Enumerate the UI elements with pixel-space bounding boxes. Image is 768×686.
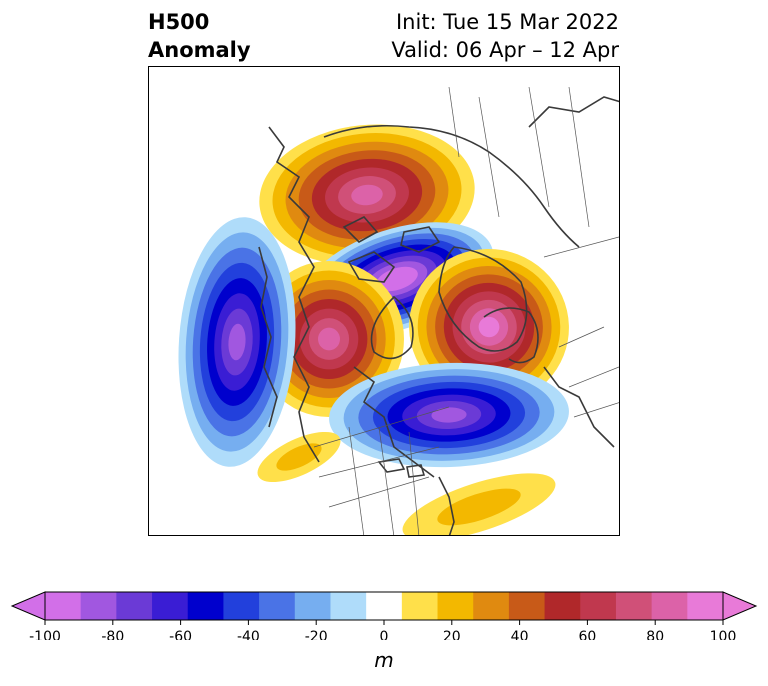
political-borders: [313, 86, 619, 535]
colorbar-tick-label: 40: [511, 629, 529, 640]
colorbar-segment: [80, 592, 117, 620]
colorbar-ticks: -100 -80 -60 -40 -20 0 20 40 60 80 100: [29, 620, 736, 640]
colorbar-segment: [223, 592, 260, 620]
colorbar-segment: [116, 592, 153, 620]
anomaly-contour-fill: [228, 323, 246, 361]
colorbar-tick-label: 100: [710, 629, 737, 640]
anomaly-center-negative: [329, 362, 569, 468]
title-variable: H500: [148, 10, 210, 34]
colorbar-tick-label: -60: [169, 629, 192, 640]
colorbar-segment: [187, 592, 224, 620]
map-title-right: Init: Tue 15 Mar 2022 Valid: 06 Apr – 12…: [391, 8, 619, 64]
colorbar-segment: [687, 592, 724, 620]
colorbar-segment: [152, 592, 189, 620]
colorbar-segment: [45, 592, 82, 620]
colorbar-segment: [330, 592, 367, 620]
colorbar-units-label: m: [374, 648, 394, 672]
map-title-left: H500 Anomaly: [148, 8, 251, 64]
colorbar-segment: [366, 592, 403, 620]
colorbar-segment: [615, 592, 653, 620]
colorbar-tick-label: 20: [443, 629, 461, 640]
colorbar-segment: [580, 592, 617, 620]
anomaly-contour-fill: [385, 272, 409, 286]
anomaly-contour-fill: [478, 316, 500, 338]
map-panel: [148, 66, 620, 536]
anomaly-contour-fill: [276, 443, 322, 471]
colorbar-segment: [294, 592, 331, 620]
colorbar-segment: [508, 592, 546, 620]
anomaly-center-negative: [178, 217, 296, 467]
anomaly-field: [178, 124, 569, 535]
colorbar-tick-label: 80: [646, 629, 664, 640]
colorbar-tick-label: -80: [101, 629, 124, 640]
anomaly-center-positive: [402, 473, 556, 535]
colorbar-segment: [651, 592, 688, 620]
title-anomaly: Anomaly: [148, 38, 251, 62]
anomaly-contour-fill: [318, 327, 340, 351]
colorbar-under-arrow: [10, 591, 46, 621]
colorbar: -100 -80 -60 -40 -20 0 20 40 60 80 100: [10, 591, 758, 640]
colorbar-segment: [473, 592, 510, 620]
colorbar-tick-label: -40: [237, 629, 260, 640]
colorbar-segment: [437, 592, 474, 620]
anomaly-contour-fill: [431, 407, 467, 423]
anomaly-contour-fill: [437, 488, 521, 526]
coastlines: [258, 96, 619, 535]
colorbar-tick-label: -100: [29, 629, 61, 640]
colorbar-segment: [259, 592, 296, 620]
colorbar-tick-label: -20: [305, 629, 328, 640]
colorbar-segment: [544, 592, 581, 620]
init-date: Init: Tue 15 Mar 2022: [395, 10, 619, 34]
anomaly-contour-fill: [351, 184, 383, 206]
colorbar-segments: [10, 591, 758, 621]
anomaly-map: [178, 86, 619, 535]
colorbar-segment: [401, 592, 439, 620]
colorbar-tick-label: 0: [380, 629, 389, 640]
colorbar-tick-label: 60: [578, 629, 596, 640]
valid-dates: Valid: 06 Apr – 12 Apr: [391, 38, 619, 62]
colorbar-over-arrow: [722, 591, 758, 621]
anomaly-center-positive: [257, 431, 341, 483]
